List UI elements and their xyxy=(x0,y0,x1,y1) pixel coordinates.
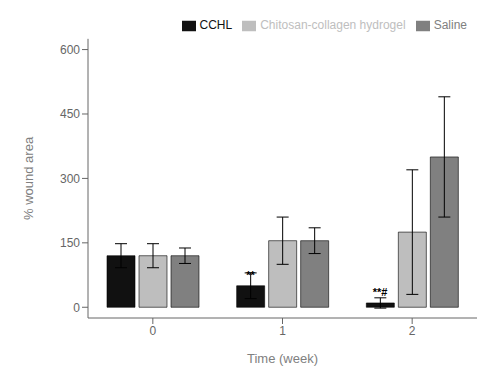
html-text:Chitosan-collagen hydrogel: Chitosan-collagen hydrogel xyxy=(260,18,406,32)
svg-text:% wound area: % wound area xyxy=(21,136,36,220)
svg-text:300: 300 xyxy=(60,172,80,186)
svg-text:600: 600 xyxy=(60,43,80,57)
svg-text:1: 1 xyxy=(279,324,286,338)
svg-text:2: 2 xyxy=(409,324,416,338)
svg-text:150: 150 xyxy=(60,236,80,250)
svg-text:Time (week): Time (week) xyxy=(247,351,318,366)
svg-text:450: 450 xyxy=(60,107,80,121)
html-text:CCHL: CCHL xyxy=(199,18,233,32)
svg-text:0: 0 xyxy=(73,301,80,315)
svg-text:**: ** xyxy=(246,269,255,281)
html-text:Saline: Saline xyxy=(433,18,467,32)
svg-text:0: 0 xyxy=(149,324,156,338)
svg-text:**#: **# xyxy=(373,286,388,298)
